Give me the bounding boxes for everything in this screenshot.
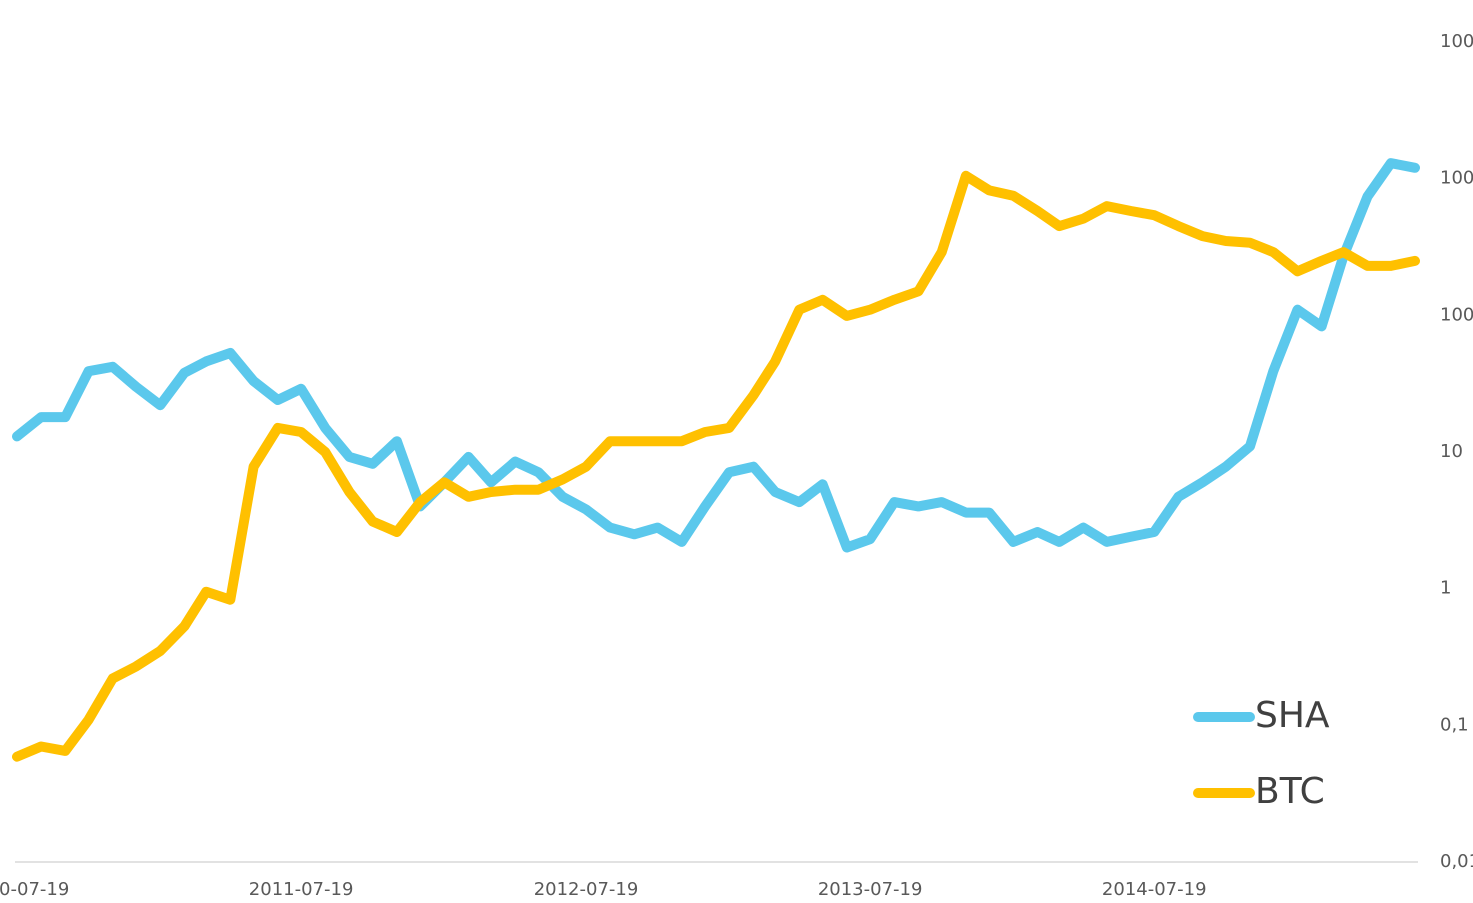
y-tick-label: 100 [1440, 304, 1473, 325]
y-tick-label: 1 [1440, 578, 1451, 599]
x-tick-label: 2010-07-19 [0, 879, 69, 900]
x-tick-label: 2012-07-19 [534, 879, 639, 900]
legend-label: SHA [1255, 695, 1330, 736]
x-tick-label: 2014-07-19 [1102, 879, 1207, 900]
y-tick-label: 0,1 [1440, 714, 1469, 735]
legend-label: BTC [1255, 771, 1325, 812]
x-tick-label: 2011-07-19 [249, 879, 354, 900]
x-tick-label: 2013-07-19 [818, 879, 923, 900]
series-line [12, 170, 1420, 762]
y-tick-label: 10 [1440, 441, 1463, 462]
y-tick-label: 0,01 [1440, 851, 1473, 872]
y-tick-label: 1000 [1440, 168, 1473, 189]
y-tick-label: 10000 [1440, 31, 1473, 52]
series-line [12, 158, 1420, 553]
